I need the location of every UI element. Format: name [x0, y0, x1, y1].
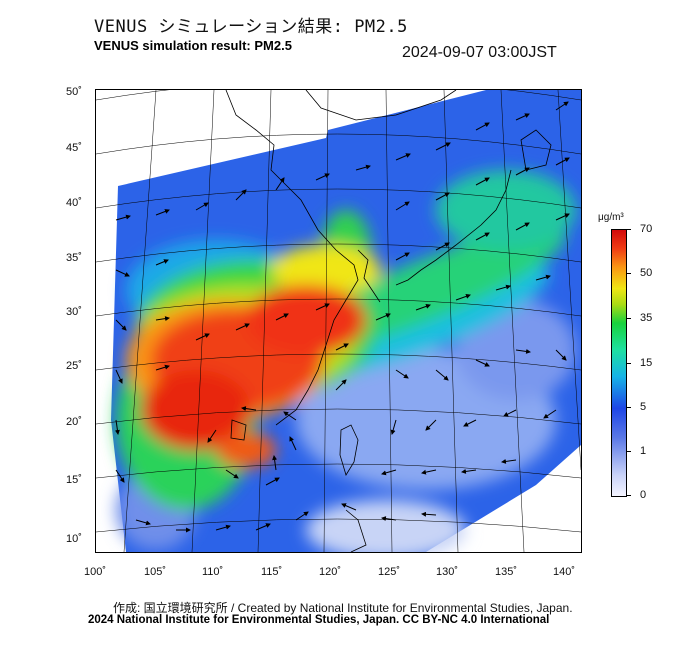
lon-label-140: 140˚ — [553, 566, 576, 578]
colorbar-tick — [627, 273, 631, 274]
colorbar-label-50: 50 — [640, 267, 653, 279]
lat-label-50: 50˚ — [66, 86, 82, 98]
copyright-line: 2024 National Institute for Environmenta… — [88, 614, 550, 626]
lat-label-15: 15˚ — [66, 474, 82, 486]
lon-label-125: 125˚ — [378, 566, 401, 578]
lon-label-110: 110˚ — [202, 566, 224, 578]
lat-label-45: 45˚ — [66, 142, 82, 154]
colorbar-tick — [627, 407, 631, 408]
lon-label-105: 105˚ — [144, 566, 167, 578]
graticule — [96, 90, 581, 552]
colorbar-label-70: 70 — [640, 223, 653, 235]
colorbar-tick — [627, 229, 631, 230]
colorbar-label-35: 35 — [640, 312, 653, 324]
colorbar-label-15: 15 — [640, 357, 653, 369]
lon-label-135: 135˚ — [495, 566, 518, 578]
map-canvas — [96, 90, 581, 552]
lat-label-20: 20˚ — [66, 416, 82, 428]
colorbar-label-1: 1 — [640, 445, 647, 457]
lon-label-130: 130˚ — [436, 566, 459, 578]
colorbar — [611, 229, 627, 497]
colorbar-tick — [627, 318, 631, 319]
credit-line: 作成: 国立環境研究所 / Created by National Instit… — [113, 601, 573, 615]
colorbar-label-5: 5 — [640, 401, 647, 413]
lat-label-10: 10˚ — [66, 533, 82, 545]
colorbar-label-0: 0 — [640, 489, 647, 501]
lat-label-25: 25˚ — [66, 360, 82, 372]
wind-vectors — [114, 101, 570, 533]
pm25-map — [95, 89, 582, 553]
lat-label-35: 35˚ — [66, 252, 82, 264]
lon-label-100: 100˚ — [84, 566, 107, 578]
lat-label-40: 40˚ — [66, 197, 82, 209]
title-english: VENUS simulation result: PM2.5 — [94, 38, 292, 53]
lat-label-30: 30˚ — [66, 306, 82, 318]
coastlines — [225, 90, 552, 552]
concentration-field — [111, 90, 581, 552]
colorbar-tick — [627, 495, 631, 496]
colorbar-unit: μg/m³ — [598, 212, 624, 223]
timestamp: 2024-09-07 03:00JST — [402, 44, 557, 61]
lon-label-115: 115˚ — [261, 566, 283, 578]
colorbar-tick — [627, 363, 631, 364]
lon-label-120: 120˚ — [319, 566, 342, 578]
colorbar-tick — [627, 451, 631, 452]
title-japanese: VENUS シミュレーション結果: PM2.5 — [94, 17, 408, 37]
